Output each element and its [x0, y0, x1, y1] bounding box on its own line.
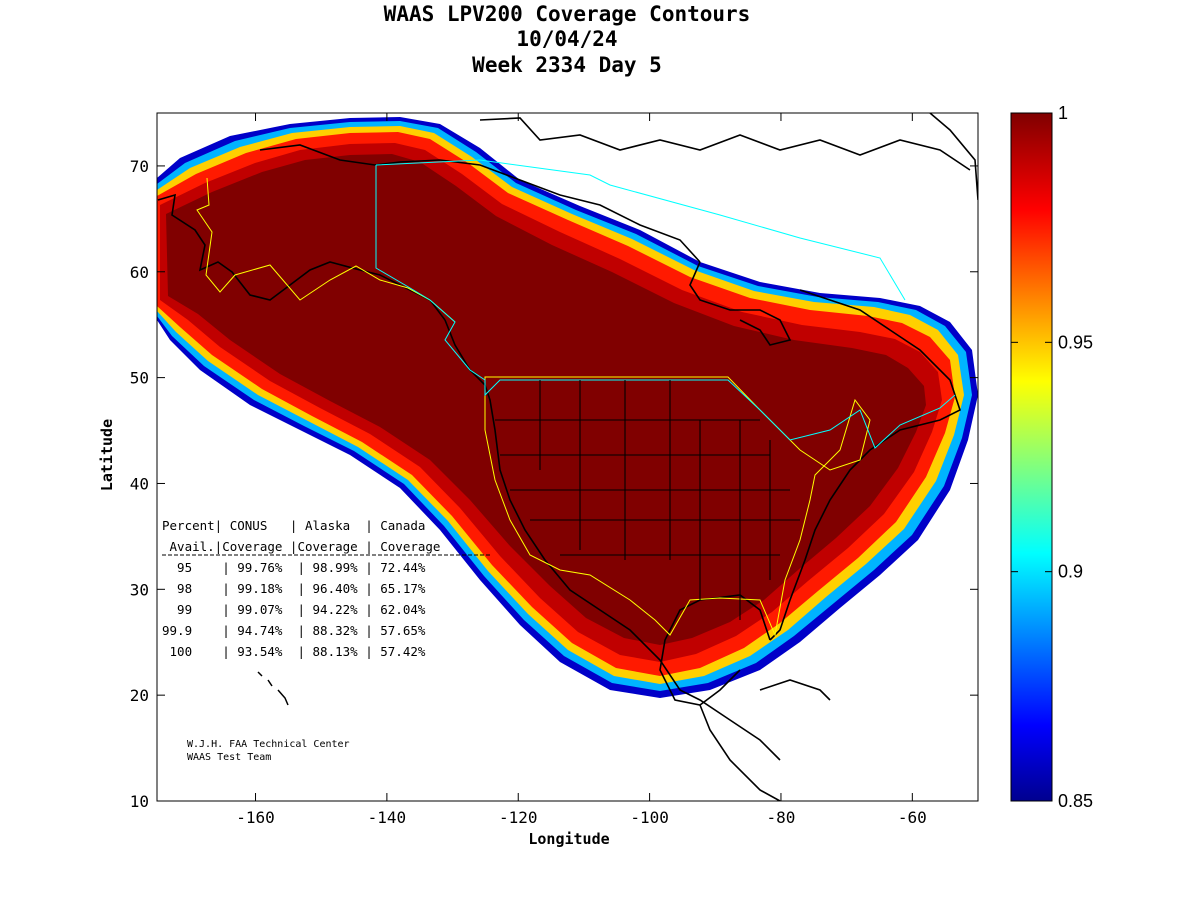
colorbar-tick-label: 0.85 — [1058, 791, 1093, 811]
table-header-row-2: Avail.|Coverage |Coverage | Coverage — [162, 539, 440, 554]
coverage-stats-table: Percent| CONUS | Alaska | Canada Avail.|… — [162, 518, 490, 659]
chart-date: 10/04/24 — [516, 27, 618, 51]
y-axis-ticks: 70 60 50 40 30 20 10 — [130, 157, 978, 811]
table-row: 99 | 99.07% | 94.22% | 62.04% — [162, 602, 426, 617]
coverage-band-max — [166, 154, 926, 645]
y-tick-label: 50 — [130, 369, 149, 388]
x-tick-label: -100 — [630, 808, 669, 827]
y-tick-label: 20 — [130, 686, 149, 705]
y-tick-label: 10 — [130, 792, 149, 811]
x-tick-label: -160 — [236, 808, 275, 827]
hawaii-islands — [257, 671, 289, 706]
x-tick-label: -60 — [898, 808, 927, 827]
coverage-contours — [157, 117, 978, 698]
x-axis-label: Longitude — [528, 830, 609, 848]
y-tick-label: 60 — [130, 263, 149, 282]
y-axis-label: Latitude — [98, 419, 116, 491]
credit-line-1: W.J.H. FAA Technical Center — [187, 739, 350, 750]
x-tick-label: -140 — [368, 808, 407, 827]
coastline-east — [769, 289, 961, 641]
region-borders — [196, 159, 956, 637]
y-tick-label: 40 — [130, 474, 149, 493]
plot-frame — [156, 112, 979, 802]
credit-line-2: WAAS Test Team — [187, 752, 271, 763]
chart-week-day: Week 2334 Day 5 — [472, 53, 662, 77]
coastline-gulf — [659, 594, 771, 706]
coastline-cuba — [759, 679, 831, 701]
table-header-row-1: Percent| CONUS | Alaska | Canada — [162, 518, 425, 533]
chart-title: WAAS LPV200 Coverage Contours — [383, 2, 751, 26]
conus-boundary — [484, 376, 871, 637]
y-tick-label: 30 — [130, 580, 149, 599]
coastline-north — [259, 144, 701, 263]
x-tick-label: -80 — [767, 808, 796, 827]
x-axis-ticks: -160 -140 -120 -100 -80 -60 — [236, 113, 927, 827]
colorbar-tick-label: 0.95 — [1058, 332, 1093, 352]
coastline-greenland — [929, 113, 978, 201]
colorbar — [1010, 112, 1053, 802]
colorbar-tick-label: 1 — [1058, 103, 1068, 123]
state-borders — [495, 380, 800, 620]
canada-boundary — [375, 159, 956, 449]
y-tick-label: 70 — [130, 157, 149, 176]
colorbar-ticks: 1 0.95 0.9 0.85 — [1011, 103, 1093, 811]
table-row: 100 | 93.54% | 88.13% | 57.42% — [162, 644, 426, 659]
table-row: 99.9 | 94.74% | 88.32% | 57.65% — [162, 623, 426, 638]
coastline-arctic-islands — [479, 117, 971, 171]
coastline-central-america — [699, 704, 781, 801]
table-row: 98 | 99.18% | 96.40% | 65.17% — [162, 581, 426, 596]
coastline-alaska — [157, 193, 446, 321]
colorbar-tick-label: 0.9 — [1058, 562, 1083, 582]
coastline-hudson — [689, 261, 792, 346]
x-tick-label: -120 — [499, 808, 538, 827]
table-row: 95 | 99.76% | 98.99% | 72.44% — [162, 560, 426, 575]
alaska-boundary — [196, 177, 456, 323]
